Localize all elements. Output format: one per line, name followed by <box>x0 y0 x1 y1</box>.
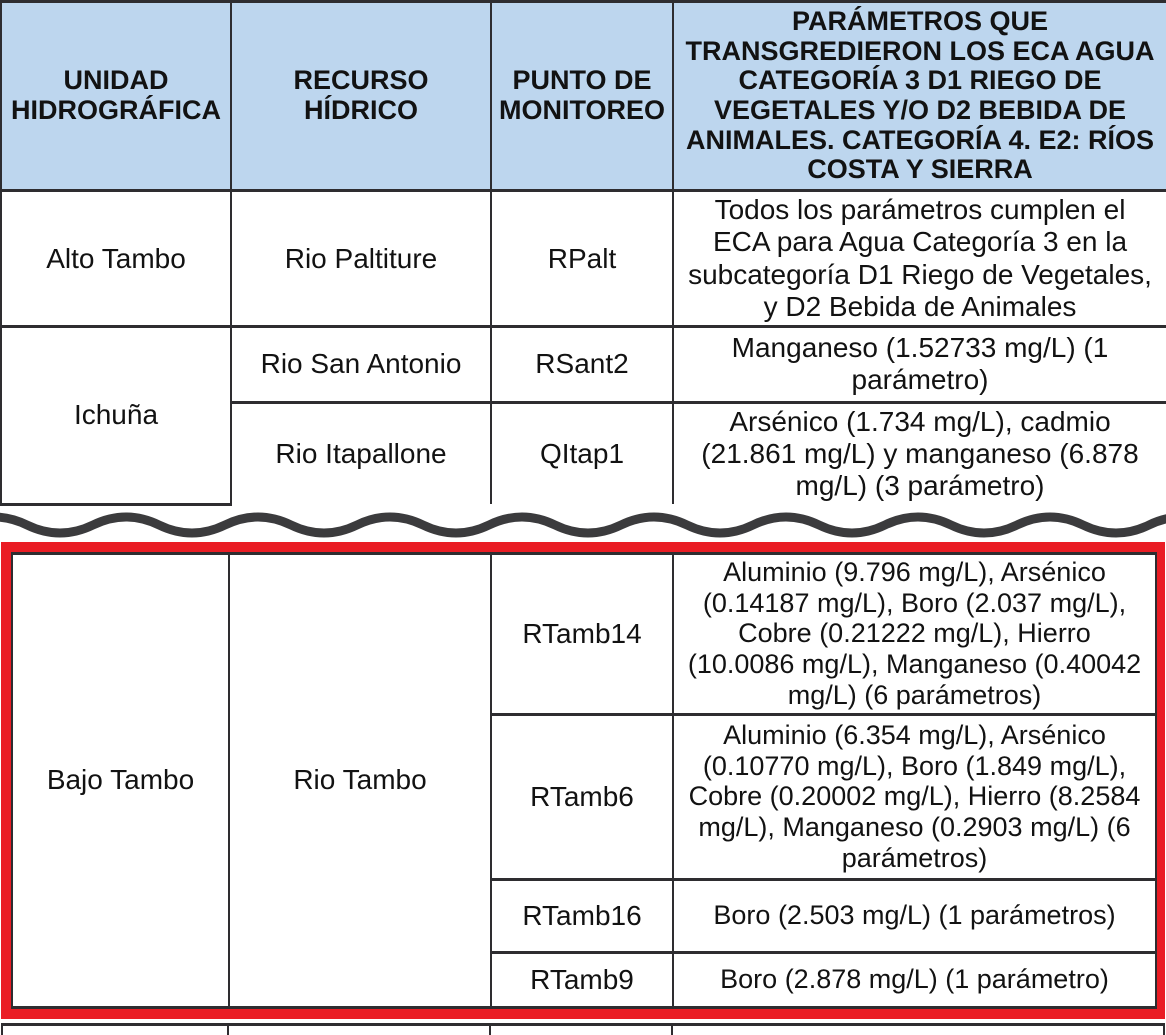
cell-unidad-merged: Ichuña <box>0 324 232 506</box>
table-border-segment <box>1 1025 3 1035</box>
cell-punto: RTamb6 <box>490 712 674 881</box>
column-header-unidad-hidrografica: UNIDAD HIDROGRÁFICA <box>0 0 232 193</box>
cell-punto: QItap1 <box>490 400 674 505</box>
cell-punto: RTamb16 <box>490 877 674 954</box>
column-header-recurso-hidrico: RECURSO HÍDRICO <box>230 0 492 193</box>
cell-parametros: Arsénico (1.734 mg/L), cadmio (21.861 mg… <box>672 400 1166 505</box>
table-row: RTamb6 Aluminio (6.354 mg/L), Arsénico (… <box>12 712 1157 881</box>
cell-parametros: Boro (2.503 mg/L) (1 parámetros) <box>672 877 1157 954</box>
cell-parametros: Aluminio (6.354 mg/L), Arsénico (0.10770… <box>672 712 1157 881</box>
table-row: Ichuña Rio San Antonio RSant2 Manganeso … <box>0 324 1166 506</box>
table-row: Rio Itapallone QItap1 Arsénico (1.734 mg… <box>1 400 1166 505</box>
cell-punto: RTamb9 <box>490 950 674 1009</box>
truncated-rows-wave-icon <box>0 506 1166 542</box>
table-highlighted: Bajo Tambo Rio Tambo RTamb14 Aluminio (9… <box>11 551 1157 1009</box>
table-row: RTamb9 Boro (2.878 mg/L) (1 parámetro) <box>12 950 1157 1009</box>
cell-punto: RPalt <box>490 189 674 328</box>
table-border-segment <box>671 1025 673 1035</box>
table-row: RTamb16 Boro (2.503 mg/L) (1 parámetros) <box>12 877 1157 954</box>
cell-parametros: Manganeso (1.52733 mg/L) (1 parámetro) <box>672 324 1166 404</box>
column-header-parametros: PARÁMETROS QUE TRANSGREDIERON LOS ECA AG… <box>672 0 1166 193</box>
cell-punto: RSant2 <box>490 324 674 404</box>
next-row-cutoff <box>1 1022 1165 1035</box>
table-upper: UNIDAD HIDROGRÁFICA RECURSO HÍDRICO PUNT… <box>0 0 1166 506</box>
cell-parametros: Aluminio (9.796 mg/L), Arsénico (0.14187… <box>672 551 1157 716</box>
table-row: Bajo Tambo Rio Tambo RTamb14 Aluminio (9… <box>11 551 1157 1009</box>
table-row: Alto Tambo Rio Paltiture RPalt Todos los… <box>0 189 1166 328</box>
red-highlight-border: Bajo Tambo Rio Tambo RTamb14 Aluminio (9… <box>1 541 1165 1019</box>
table-border-segment <box>227 1025 229 1035</box>
cell-unidad: Alto Tambo <box>0 189 232 328</box>
cell-parametros: Todos los parámetros cumplen el ECA para… <box>672 189 1166 328</box>
table-border-segment <box>1163 1025 1165 1035</box>
column-header-punto-de-monitoreo: PUNTO DE MONITOREO <box>490 0 674 193</box>
cell-recurso: Rio Paltiture <box>230 189 492 328</box>
table-border-segment <box>489 1025 491 1035</box>
cell-recurso: Rio San Antonio <box>230 324 492 404</box>
cell-parametros: Boro (2.878 mg/L) (1 parámetro) <box>672 950 1157 1009</box>
cell-punto: RTamb14 <box>490 551 674 716</box>
header-row: UNIDAD HIDROGRÁFICA RECURSO HÍDRICO PUNT… <box>0 0 1166 193</box>
cell-recurso-merged: Rio Tambo <box>228 551 492 1009</box>
cell-unidad-merged: Bajo Tambo <box>11 551 230 1009</box>
cell-recurso: Rio Itapallone <box>230 400 492 505</box>
